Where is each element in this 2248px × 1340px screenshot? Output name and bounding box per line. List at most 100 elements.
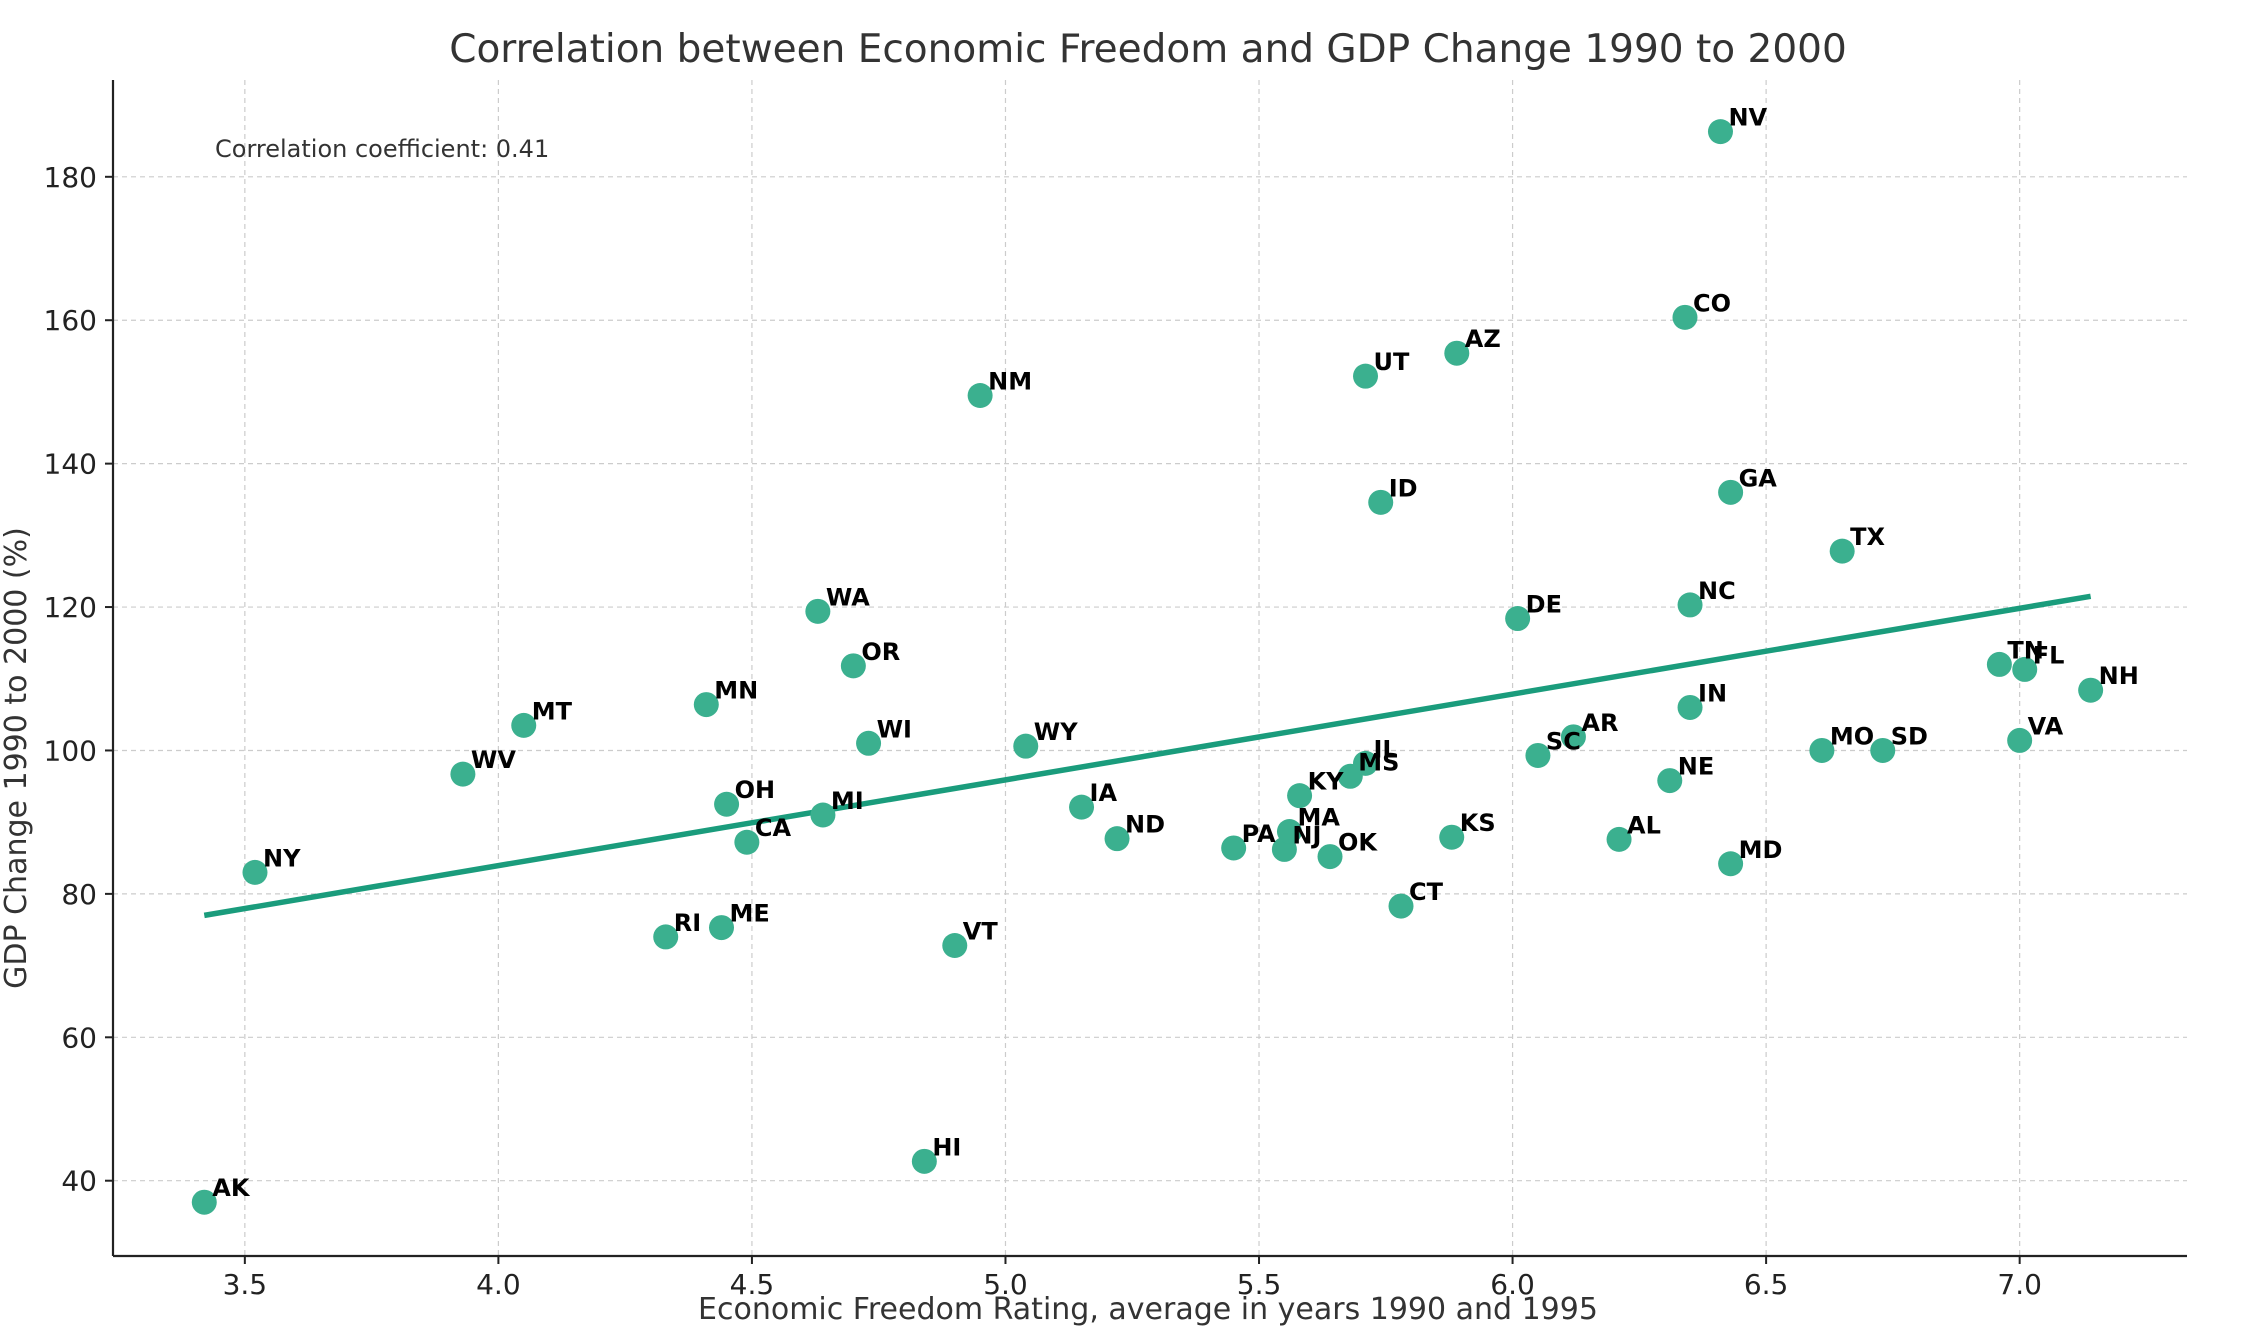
data-point-wv <box>450 761 476 787</box>
grid-lines <box>113 80 2187 1256</box>
point-label-ok: OK <box>1338 829 1378 857</box>
data-point-ri <box>653 924 679 950</box>
point-label-va: VA <box>2028 712 2064 740</box>
point-label-sc: SC <box>1546 727 1581 755</box>
data-point-ca <box>734 829 760 855</box>
data-point-wy <box>1013 733 1039 759</box>
data-point-nv <box>1707 119 1733 145</box>
data-point-ak <box>191 1189 217 1215</box>
y-tick-label: 100 <box>44 734 97 767</box>
data-point-nh <box>2078 677 2104 703</box>
point-label-co: CO <box>1693 289 1731 317</box>
regression-line <box>203 593 2092 919</box>
data-point-oh <box>714 791 740 817</box>
point-label-oh: OH <box>735 776 776 804</box>
data-point-hi <box>911 1148 937 1174</box>
x-tick-label: 4.0 <box>476 1268 521 1301</box>
point-label-vt: VT <box>963 918 999 946</box>
y-tick-label: 120 <box>44 591 97 624</box>
point-label-id: ID <box>1389 474 1418 502</box>
data-point-de <box>1505 606 1531 632</box>
point-label-ky: KY <box>1308 768 1345 796</box>
tick-labels: 3.5 4.0 4.5 5.0 5.5 6.0 6.5 7.0 40 60 80 100 120 140 1… <box>44 161 2042 1301</box>
data-point-in <box>1677 694 1703 720</box>
chart-title: Correlation between Economic Freedom and… <box>449 27 1847 72</box>
point-label-tn: TN <box>2007 636 2043 664</box>
point-label-hi: HI <box>932 1133 961 1161</box>
data-point-ne <box>1657 768 1683 794</box>
data-point-tn <box>1986 651 2012 677</box>
point-label-ga: GA <box>1739 464 1778 492</box>
y-tick-label: 160 <box>44 304 97 337</box>
point-label-me: ME <box>730 900 770 928</box>
data-point-tx <box>1829 538 1855 564</box>
point-label-fl: FL <box>2033 641 2065 669</box>
point-label-de: DE <box>1526 591 1562 619</box>
point-label-nv: NV <box>1728 104 1767 132</box>
data-point-ia <box>1069 794 1095 820</box>
point-label-wv: WV <box>471 746 516 774</box>
data-point-ct <box>1388 893 1414 919</box>
data-point-me <box>709 915 735 941</box>
point-label-md: MD <box>1739 836 1783 864</box>
point-label-sd: SD <box>1891 722 1928 750</box>
correlation-annotation: Correlation coefficient: 0.41 <box>215 135 549 163</box>
x-tick-label: 4.5 <box>730 1268 775 1301</box>
point-label-ma: MA <box>1297 803 1340 831</box>
x-tick-label: 6.0 <box>1490 1268 1535 1301</box>
data-point-sc <box>1525 742 1551 768</box>
point-label-wi: WI <box>877 715 912 743</box>
trendline-layer <box>203 593 2092 919</box>
data-point-ny <box>242 859 268 885</box>
data-point-ok <box>1317 844 1343 870</box>
point-label-mt: MT <box>532 697 573 725</box>
axes <box>105 80 2187 1264</box>
x-tick-label: 6.5 <box>1744 1268 1789 1301</box>
point-label-nm: NM <box>988 368 1032 396</box>
y-axis-label: GDP Change 1990 to 2000 (%) <box>0 527 34 989</box>
x-tick-label: 3.5 <box>223 1268 268 1301</box>
data-point-md <box>1718 851 1744 877</box>
point-label-mi: MI <box>831 787 864 815</box>
data-point-nc <box>1677 592 1703 618</box>
data-point-mo <box>1809 737 1835 763</box>
data-point-al <box>1606 826 1632 852</box>
point-label-il: IL <box>1374 735 1398 763</box>
x-tick-label: 5.0 <box>983 1268 1028 1301</box>
data-point-sd <box>1870 737 1896 763</box>
point-label-al: AL <box>1627 811 1661 839</box>
point-label-ms: MS <box>1358 748 1399 776</box>
x-tick-label: 7.0 <box>1997 1268 2042 1301</box>
data-point-ut <box>1353 363 1379 389</box>
point-label-ca: CA <box>755 814 792 842</box>
point-label-ak: AK <box>212 1174 251 1202</box>
data-point-mt <box>511 712 537 738</box>
data-point-ky <box>1287 783 1313 809</box>
data-point-fl <box>2012 656 2038 682</box>
data-points <box>191 119 2104 1215</box>
point-label-nh: NH <box>2099 662 2139 690</box>
data-point-pa <box>1221 835 1247 861</box>
point-label-az: AZ <box>1465 325 1501 353</box>
point-label-nd: ND <box>1125 811 1165 839</box>
point-label-or: OR <box>861 638 900 666</box>
point-label-nj: NJ <box>1292 821 1321 849</box>
point-label-ne: NE <box>1678 753 1714 781</box>
data-point-az <box>1444 340 1470 366</box>
y-tick-label: 60 <box>61 1021 97 1054</box>
data-point-mi <box>810 802 836 828</box>
data-point-wi <box>856 730 882 756</box>
point-label-tx: TX <box>1850 523 1885 551</box>
point-label-pa: PA <box>1242 820 1276 848</box>
data-point-mn <box>693 692 719 718</box>
data-point-or <box>840 653 866 679</box>
data-point-ga <box>1718 479 1744 505</box>
point-label-ri: RI <box>674 909 701 937</box>
data-point-il <box>1353 750 1379 776</box>
point-label-in: IN <box>1698 679 1727 707</box>
point-label-wy: WY <box>1034 718 1078 746</box>
data-point-nm <box>967 383 993 409</box>
data-point-co <box>1672 304 1698 330</box>
point-label-ia: IA <box>1090 779 1118 807</box>
